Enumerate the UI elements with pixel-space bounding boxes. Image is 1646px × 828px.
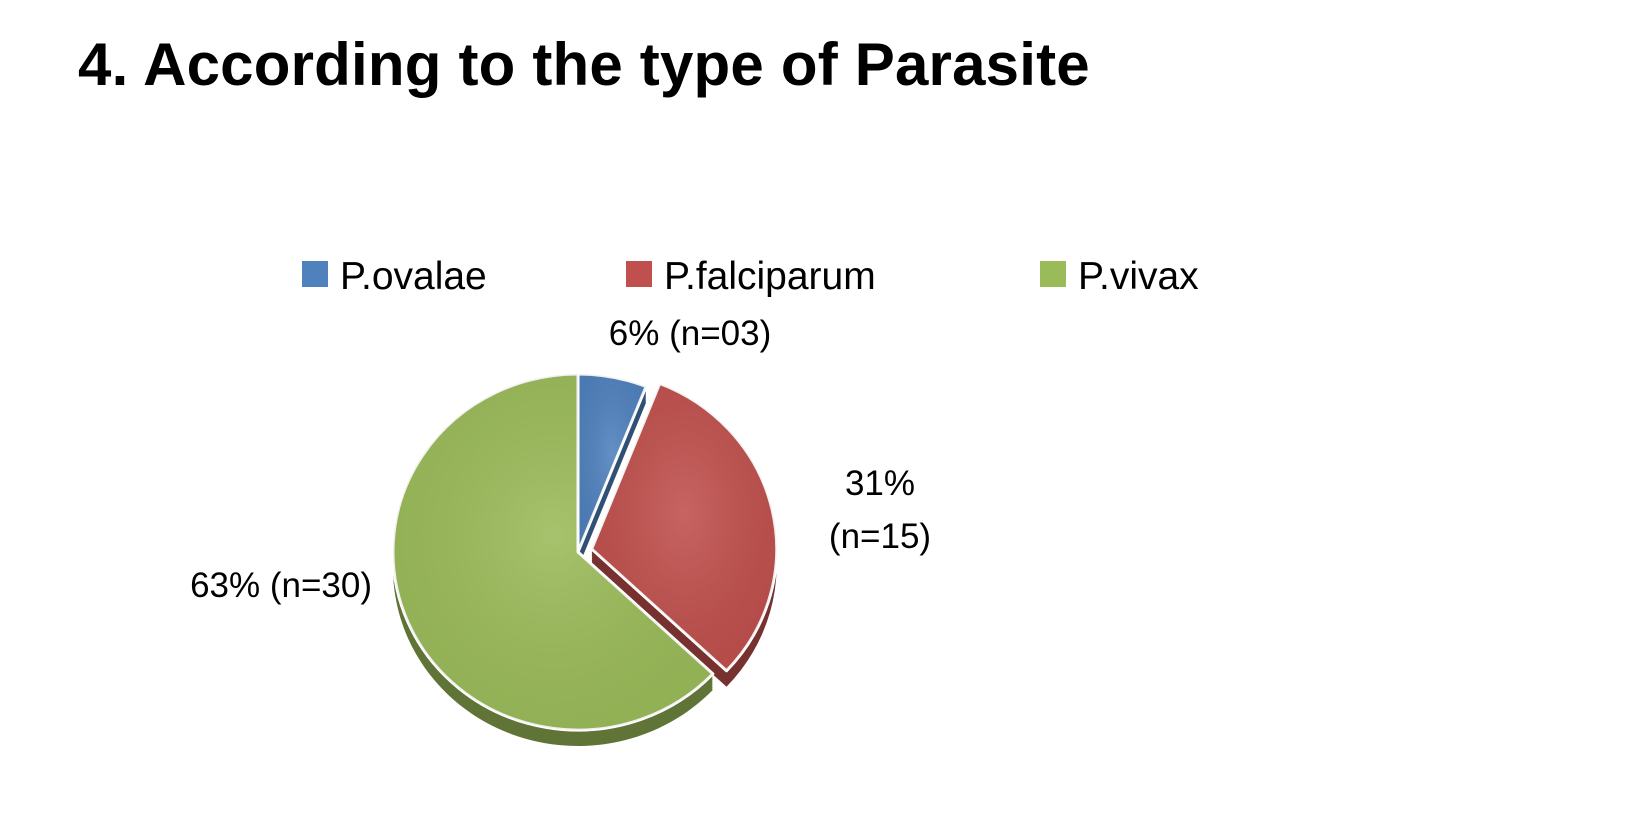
legend-swatch-p-falciparum	[626, 261, 652, 287]
legend-label-p-ovalae: P.ovalae	[340, 255, 487, 298]
chart-legend: P.ovalae P.falciparum P.vivax	[302, 255, 1199, 298]
pie-slices	[391, 372, 779, 746]
data-labels: 6% (n=03) 31% (n=15) 63% (n=30)	[190, 314, 931, 605]
slide-title: 4. According to the type of Parasite	[78, 31, 1090, 98]
legend-swatch-p-vivax	[1040, 261, 1066, 287]
slice-shading-p-falciparum	[591, 383, 777, 671]
data-label-p-vivax: 63% (n=30)	[190, 566, 372, 605]
data-label-p-falciparum: (n=15)	[829, 517, 931, 556]
data-label-p-falciparum: 31%	[845, 464, 915, 503]
slice-shading-p-vivax	[392, 374, 713, 730]
slice-shading-p-ovalae	[578, 374, 647, 552]
legend-swatch-p-ovalae	[302, 261, 328, 287]
legend-label-p-falciparum: P.falciparum	[664, 255, 876, 298]
data-label-p-ovalae: 6% (n=03)	[609, 314, 771, 353]
legend-label-p-vivax: P.vivax	[1078, 255, 1199, 298]
